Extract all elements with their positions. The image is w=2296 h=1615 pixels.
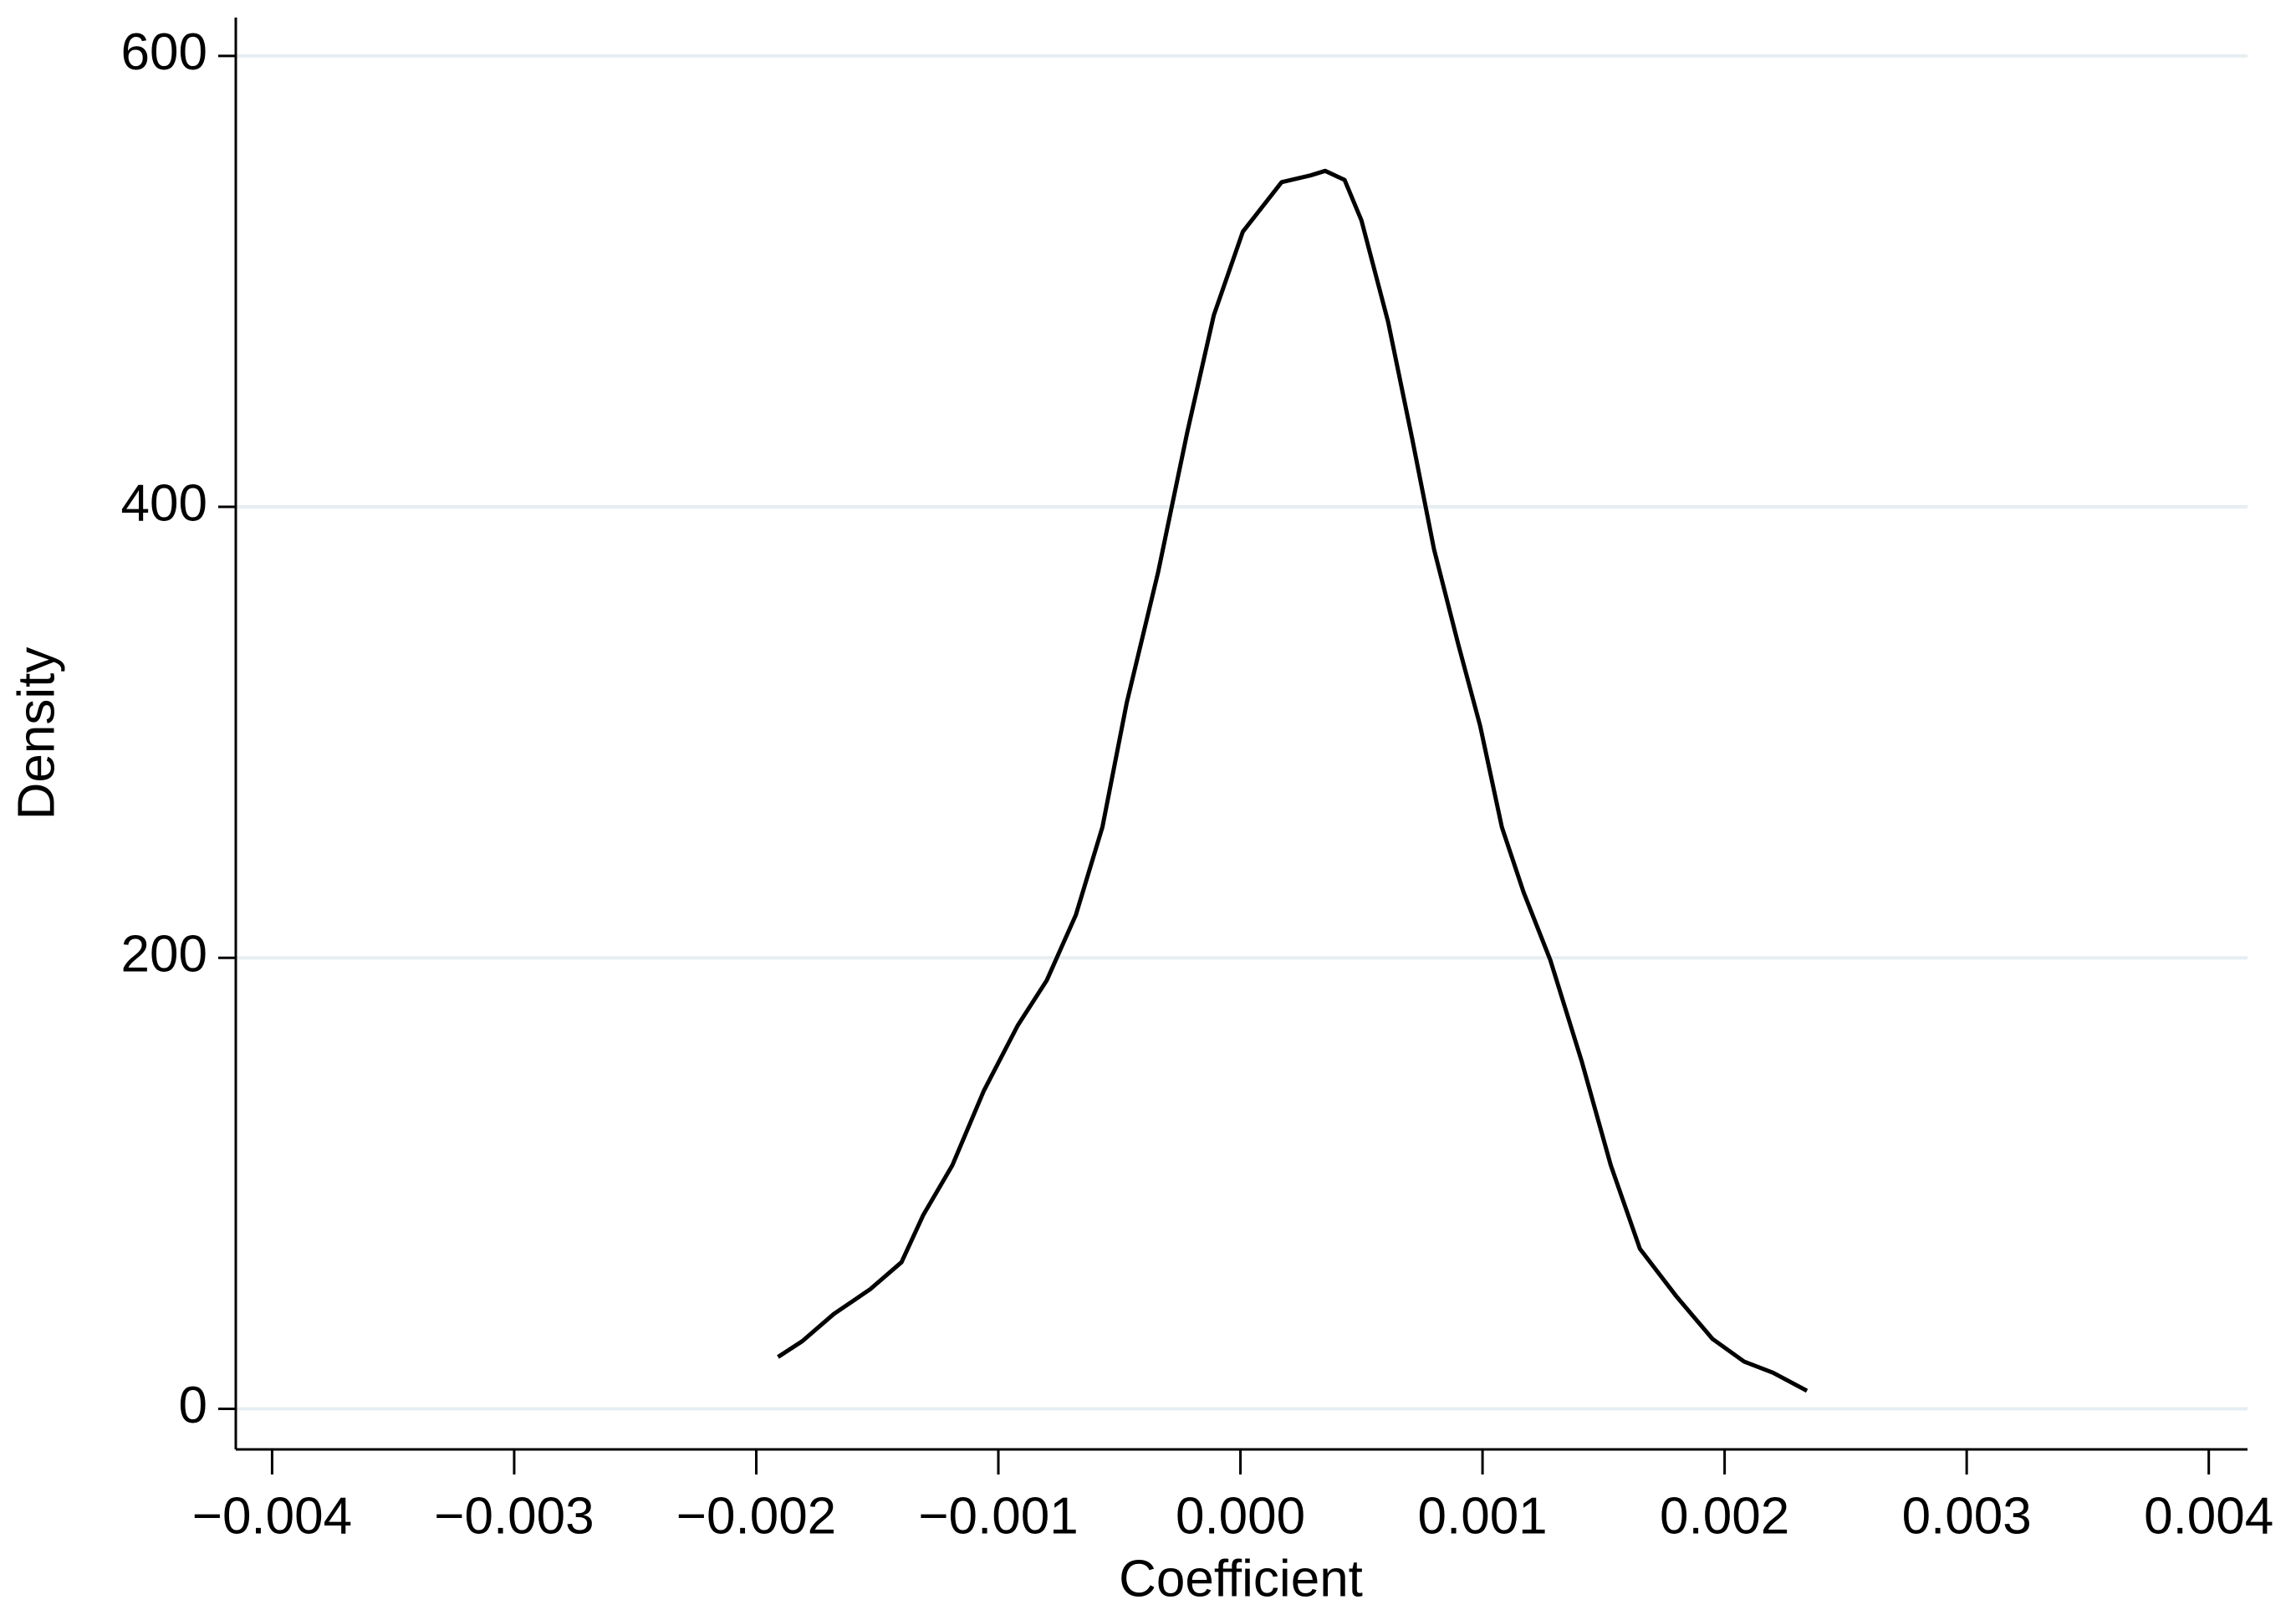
y-tick-label: 200 — [121, 926, 207, 984]
x-tick-label: 0.002 — [1660, 1487, 1789, 1545]
y-tick-label: 600 — [121, 23, 207, 81]
y-axis-title: Density — [8, 647, 65, 820]
x-tick-label: −0.003 — [434, 1487, 594, 1545]
x-tick-label: −0.004 — [192, 1487, 352, 1545]
x-tick-label: 0.000 — [1176, 1487, 1305, 1545]
x-tick-label: −0.001 — [918, 1487, 1078, 1545]
y-tick-label: 0 — [179, 1377, 207, 1434]
density-line — [777, 168, 1809, 1393]
x-axis-title: Coefficient — [1119, 1550, 1363, 1607]
y-tick-label: 400 — [121, 474, 207, 532]
x-tick-label: 0.003 — [1902, 1487, 2032, 1545]
x-tick-label: 0.004 — [2144, 1487, 2273, 1545]
x-tick-label: 0.001 — [1418, 1487, 1548, 1545]
x-tick-label: −0.002 — [676, 1487, 836, 1545]
